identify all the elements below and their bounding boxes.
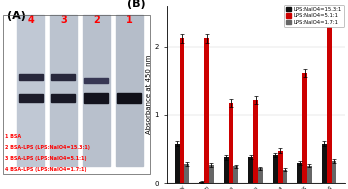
Bar — [116, 15, 143, 166]
Bar — [258, 168, 263, 183]
Bar — [273, 155, 278, 183]
Text: 1 BSA: 1 BSA — [6, 134, 22, 139]
Bar — [204, 39, 209, 183]
Bar — [117, 93, 141, 103]
Text: 2: 2 — [93, 15, 100, 25]
Bar — [52, 74, 76, 80]
Bar — [332, 161, 337, 183]
Bar — [18, 74, 42, 80]
Bar — [175, 144, 180, 183]
Bar — [234, 166, 238, 183]
Text: 2 BSA-LPS (LPS:NaIO4=15.3:1): 2 BSA-LPS (LPS:NaIO4=15.3:1) — [6, 145, 90, 150]
Text: 4: 4 — [27, 15, 34, 25]
Text: 3 BSA-LPS (LPS:NaIO4=5.1:1): 3 BSA-LPS (LPS:NaIO4=5.1:1) — [6, 156, 87, 161]
Bar — [322, 144, 327, 183]
Bar — [307, 166, 312, 183]
Bar — [180, 39, 184, 183]
Bar — [184, 164, 189, 183]
Bar — [52, 94, 76, 102]
Bar — [50, 15, 77, 166]
Text: (A): (A) — [7, 11, 25, 21]
Bar — [209, 165, 214, 183]
Bar — [84, 78, 108, 83]
Bar — [302, 73, 307, 183]
Bar — [283, 170, 287, 183]
Bar — [278, 150, 283, 183]
Bar — [83, 15, 110, 166]
Legend: LPS:NaIO4=15.3:1, LPS:NaIO4=5.1:1, LPS:NaIO4=1.7:1: LPS:NaIO4=15.3:1, LPS:NaIO4=5.1:1, LPS:N… — [284, 5, 344, 27]
Text: (B): (B) — [127, 0, 146, 9]
Text: 3: 3 — [60, 15, 67, 25]
Bar — [18, 94, 42, 102]
Bar — [253, 100, 258, 183]
Text: 1: 1 — [126, 15, 133, 25]
Bar — [229, 103, 234, 183]
Y-axis label: Absorbance at 450 nm: Absorbance at 450 nm — [145, 55, 152, 134]
Bar — [297, 163, 302, 183]
Bar — [248, 157, 253, 183]
Bar — [199, 182, 204, 183]
Bar — [224, 157, 229, 183]
Text: 4 BSA-LPS (LPS:NaIO4=1.7:1): 4 BSA-LPS (LPS:NaIO4=1.7:1) — [6, 167, 87, 172]
Bar — [84, 93, 108, 103]
Bar — [17, 15, 44, 166]
Bar — [327, 21, 332, 183]
